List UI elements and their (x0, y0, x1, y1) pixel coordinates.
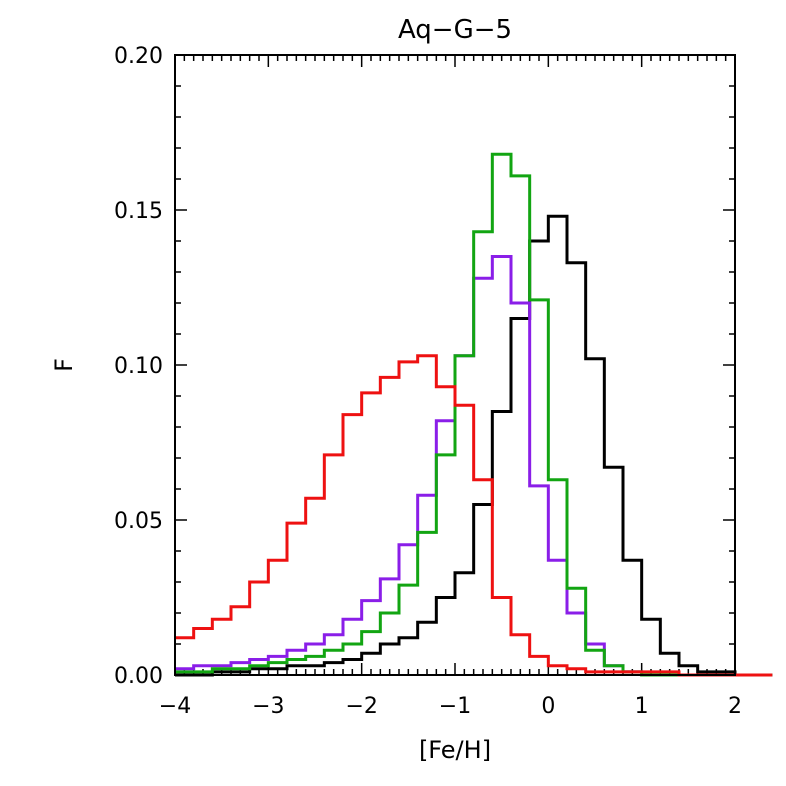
x-tick-label: 1 (635, 694, 649, 719)
y-tick-label: 0.15 (114, 199, 163, 224)
x-tick-label: −4 (159, 694, 191, 719)
y-tick-label: 0.20 (114, 44, 163, 69)
x-tick-label: −1 (439, 694, 471, 719)
x-tick-label: 2 (728, 694, 742, 719)
x-tick-label: −2 (345, 694, 377, 719)
x-tick-label: 0 (541, 694, 555, 719)
plot-frame (174, 54, 736, 676)
series-layer (175, 152, 773, 677)
series-red-line (175, 354, 773, 677)
tick-labels: −4 −3 −2 −1 0 1 2 0.00 0.05 0.10 0.15 0.20 (114, 44, 742, 719)
y-tick-label: 0.10 (114, 354, 163, 379)
y-tick-label: 0.00 (114, 664, 163, 689)
chart-title: Aq−G−5 (398, 15, 512, 45)
x-axis-label: [Fe/H] (419, 736, 491, 764)
y-axis-label: F (50, 358, 78, 372)
y-tick-label: 0.05 (114, 509, 163, 534)
x-tick-label: −3 (252, 694, 284, 719)
series-black-line (175, 214, 773, 677)
